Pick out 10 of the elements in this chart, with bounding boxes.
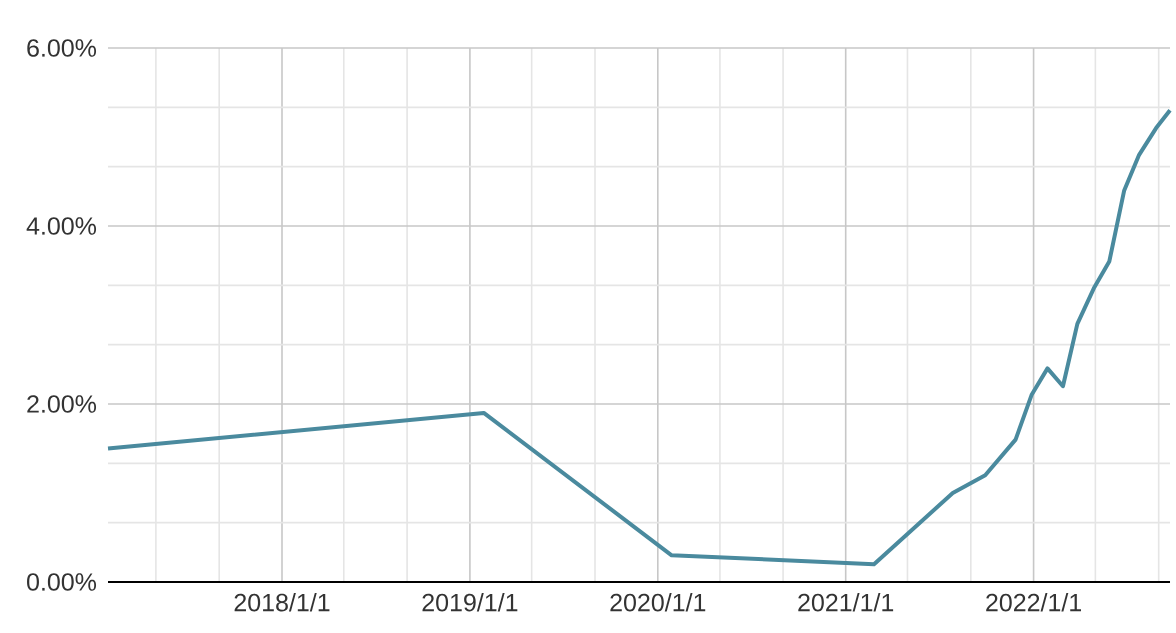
y-tick-label: 2.00% (27, 395, 97, 413)
y-tick-label: 4.00% (26, 217, 97, 235)
x-tick-label: 2020/1/1 (610, 593, 706, 612)
y-tick-label: 0.00% (27, 573, 97, 591)
x-tick-label: 2018/1/1 (234, 593, 330, 612)
x-tick-label: 2022/1/1 (986, 593, 1082, 612)
y-tick-label: 6.00% (27, 39, 97, 57)
x-tick-label: 2021/1/1 (798, 593, 894, 612)
line-series (106, 108, 1173, 567)
x-tick-label: 2019/1/1 (422, 593, 518, 612)
